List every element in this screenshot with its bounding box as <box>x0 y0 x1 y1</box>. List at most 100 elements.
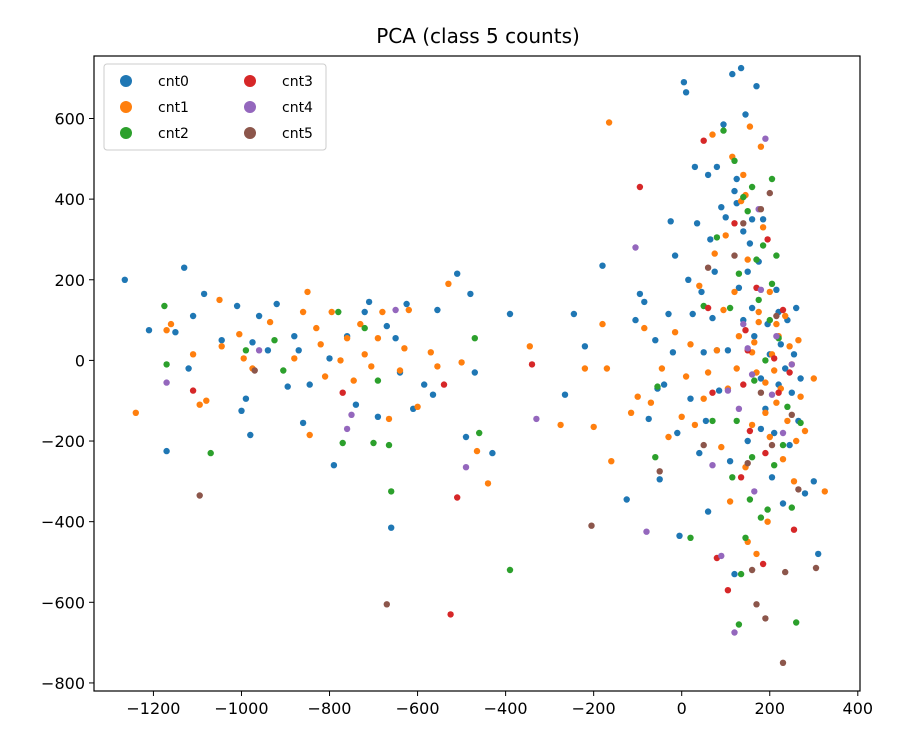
point-cnt1-54 <box>678 413 685 420</box>
point-cnt1-52 <box>665 433 672 441</box>
point-cnt0-69 <box>693 220 701 227</box>
x-tick-label: −1200 <box>126 699 180 718</box>
point-cnt0-39 <box>462 433 470 441</box>
point-cnt0-74 <box>704 171 712 179</box>
point-cnt1-43 <box>599 320 606 328</box>
point-cnt2-50 <box>797 419 804 427</box>
y-tick-label: 200 <box>54 271 85 290</box>
y-tick-label: −400 <box>41 513 85 532</box>
point-cnt2-33 <box>748 183 756 191</box>
point-cnt0-8 <box>218 337 225 344</box>
point-cnt0-113 <box>790 351 798 358</box>
point-cnt1-28 <box>385 415 393 423</box>
point-cnt5-20 <box>812 564 820 572</box>
point-cnt1-1 <box>163 327 170 334</box>
point-cnt4-14 <box>740 320 747 328</box>
point-cnt0-37 <box>434 306 441 314</box>
point-cnt0-123 <box>744 268 751 275</box>
point-cnt2-12 <box>388 488 395 495</box>
legend-marker-cnt0 <box>120 75 132 87</box>
point-cnt1-89 <box>773 399 780 406</box>
point-cnt2-14 <box>476 429 483 437</box>
point-cnt1-7 <box>218 343 225 350</box>
point-cnt4-19 <box>757 286 765 293</box>
point-cnt3-2 <box>440 381 448 388</box>
point-cnt0-96 <box>753 83 760 90</box>
point-cnt0-40 <box>467 290 474 298</box>
point-cnt4-20 <box>762 135 769 142</box>
point-cnt2-37 <box>757 514 765 521</box>
point-cnt0-10 <box>238 407 245 414</box>
point-cnt0-2 <box>163 447 170 455</box>
point-cnt1-80 <box>753 550 760 558</box>
point-cnt2-31 <box>744 208 751 215</box>
point-cnt0-70 <box>696 449 703 457</box>
point-cnt1-50 <box>647 399 655 406</box>
point-cnt1-24 <box>361 351 368 358</box>
point-cnt0-72 <box>700 349 707 356</box>
point-cnt1-36 <box>458 359 465 366</box>
point-cnt1-15 <box>306 431 313 439</box>
point-cnt2-39 <box>762 357 769 364</box>
point-cnt0-45 <box>570 310 578 318</box>
point-cnt0-95 <box>751 333 758 340</box>
point-cnt0-60 <box>671 252 679 259</box>
y-tick-label: −600 <box>41 593 85 612</box>
point-cnt1-16 <box>313 324 320 332</box>
point-cnt4-16 <box>748 371 756 378</box>
point-cnt1-70 <box>731 288 738 296</box>
legend-label-cnt5: cnt5 <box>282 126 313 142</box>
point-cnt5-4 <box>656 468 663 475</box>
point-cnt1-110 <box>766 433 773 441</box>
point-cnt1-97 <box>790 478 798 485</box>
legend-marker-cnt5 <box>244 127 256 139</box>
point-cnt1-8 <box>236 331 243 338</box>
point-cnt0-82 <box>722 214 729 221</box>
series-cnt1 <box>132 119 828 558</box>
legend-label-cnt0: cnt0 <box>158 74 189 90</box>
point-cnt1-76 <box>744 256 751 263</box>
point-cnt0-22 <box>326 355 333 362</box>
point-cnt5-3 <box>588 522 595 529</box>
point-cnt1-94 <box>784 417 791 425</box>
point-cnt2-24 <box>729 474 736 481</box>
point-cnt2-16 <box>652 454 659 461</box>
point-cnt2-9 <box>370 439 377 447</box>
point-cnt0-73 <box>702 417 710 425</box>
point-cnt0-17 <box>284 383 291 390</box>
point-cnt0-87 <box>733 175 740 183</box>
point-cnt1-103 <box>821 488 828 495</box>
point-cnt0-76 <box>709 314 716 322</box>
point-cnt5-0 <box>196 492 203 499</box>
point-cnt0-13 <box>249 339 256 346</box>
point-cnt1-46 <box>608 458 615 465</box>
series-cnt3 <box>189 137 798 618</box>
point-cnt0-68 <box>691 163 699 171</box>
point-cnt1-21 <box>343 335 351 342</box>
point-cnt0-47 <box>599 262 606 269</box>
point-cnt0-67 <box>689 310 696 318</box>
point-cnt4-4 <box>392 306 399 314</box>
point-cnt5-12 <box>762 615 769 622</box>
point-cnt5-15 <box>773 312 780 320</box>
point-cnt2-17 <box>654 383 661 390</box>
point-cnt1-64 <box>718 443 725 451</box>
point-cnt2-28 <box>737 570 745 578</box>
point-cnt1-88 <box>771 367 778 374</box>
point-cnt1-108 <box>762 409 769 416</box>
point-cnt0-78 <box>713 163 721 171</box>
point-cnt1-19 <box>328 308 335 316</box>
point-cnt0-62 <box>676 532 683 539</box>
point-cnt5-16 <box>779 659 787 666</box>
point-cnt1-51 <box>658 365 666 372</box>
point-cnt5-5 <box>700 441 707 449</box>
point-cnt0-43 <box>506 310 514 318</box>
point-cnt2-26 <box>733 417 740 425</box>
point-cnt4-3 <box>348 411 355 418</box>
series-cnt2 <box>161 127 804 628</box>
point-cnt1-3 <box>189 351 197 358</box>
point-cnt0-107 <box>777 341 784 348</box>
point-cnt0-104 <box>771 429 778 437</box>
point-cnt3-4 <box>454 494 461 501</box>
point-cnt0-77 <box>711 268 718 275</box>
